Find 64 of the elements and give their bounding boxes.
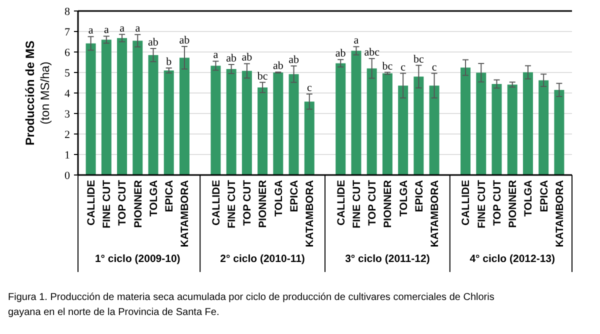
x-tick-label: CALLIDE xyxy=(335,180,348,226)
x-tick-label: CALLIDE xyxy=(460,180,472,226)
data-label: a xyxy=(120,22,125,34)
text: 4° ciclo (2012-13) xyxy=(470,253,556,265)
x-tick-label: TOP CUT xyxy=(242,179,254,226)
data-label: a xyxy=(135,22,140,35)
x-tick-label: CALLIDE xyxy=(210,180,222,226)
x-tick-label: FINE CUT xyxy=(101,179,114,228)
text: 1° ciclo (2009-10) xyxy=(94,253,180,265)
data-label: ab xyxy=(148,36,159,49)
x-tick-label: KATAMBORA xyxy=(304,180,316,248)
data-label: ab xyxy=(179,34,190,46)
data-label: ab xyxy=(335,48,346,60)
x-tick-label: TOP CUT xyxy=(366,179,379,226)
x-tick-label: PIONNER xyxy=(257,180,270,228)
x-tick-label: TOP CUT xyxy=(116,179,129,226)
y-tick-label: 8 xyxy=(64,6,70,18)
x-tick-label: EPICA xyxy=(164,180,176,212)
data-label: bc xyxy=(382,60,393,72)
x-tick-label: PIONNER xyxy=(132,180,144,228)
y-tick-label: 1 xyxy=(64,149,70,162)
y-tick-label: 4 xyxy=(64,88,70,100)
y-tick-label: 6 xyxy=(64,46,70,59)
y-tick-label: 3 xyxy=(64,108,70,120)
data-label: ab xyxy=(288,54,300,66)
data-label: b xyxy=(166,56,172,68)
data-label: c xyxy=(306,82,312,94)
y-tick-label: 0 xyxy=(64,170,70,182)
y-axis-title: Producción de MS (ton MS/ha) xyxy=(23,40,52,146)
text: 3° ciclo (2011-12) xyxy=(345,253,430,265)
y-tick-label: 7 xyxy=(64,26,70,38)
x-tick-label: FINE CUT xyxy=(350,179,363,228)
data-label: c xyxy=(432,61,437,74)
x-tick-label: CALLIDE xyxy=(85,180,98,226)
data-label: ab xyxy=(242,52,253,64)
x-tick-label: TOLGA xyxy=(398,180,410,217)
text: Figura 1. Producción de materia seca acumulada por ciclo de producción de cultivares comerciales de Chloris gayana en el norte de la Provincia de Santa Fe. xyxy=(8,292,494,318)
x-tick-label: EPICA xyxy=(538,180,550,212)
x-tick-label: EPICA xyxy=(413,180,426,212)
x-tick-label: TOLGA xyxy=(522,180,535,217)
data-label: c xyxy=(400,61,406,74)
data-label: a xyxy=(88,24,94,37)
data-label: bc xyxy=(257,70,268,82)
data-label: ab xyxy=(272,60,284,72)
data-label: a xyxy=(213,49,218,62)
x-tick-label: EPICA xyxy=(288,180,300,212)
x-tick-label: KATAMBORA xyxy=(428,180,441,248)
x-tick-label: TOLGA xyxy=(272,180,285,217)
x-tick-label: PIONNER xyxy=(507,180,520,228)
x-tick-label: TOLGA xyxy=(148,180,160,217)
data-label: ab xyxy=(226,52,238,65)
x-tick-label: KATAMBORA xyxy=(554,180,566,248)
x-tick-label: FINE CUT xyxy=(476,179,488,228)
y-tick-label: 5 xyxy=(64,67,70,80)
y-tick-label: 2 xyxy=(64,128,70,141)
data-label: bc xyxy=(413,53,424,66)
x-tick-label: FINE CUT xyxy=(226,179,238,228)
x-tick-label: PIONNER xyxy=(382,180,394,228)
data-label: a xyxy=(354,34,359,47)
x-tick-label: TOP CUT xyxy=(491,179,504,226)
x-tick-label: KATAMBORA xyxy=(179,180,192,248)
text: 2° ciclo (2010-11) xyxy=(220,253,305,265)
data-label: abc xyxy=(364,46,380,59)
data-label: a xyxy=(104,24,109,36)
